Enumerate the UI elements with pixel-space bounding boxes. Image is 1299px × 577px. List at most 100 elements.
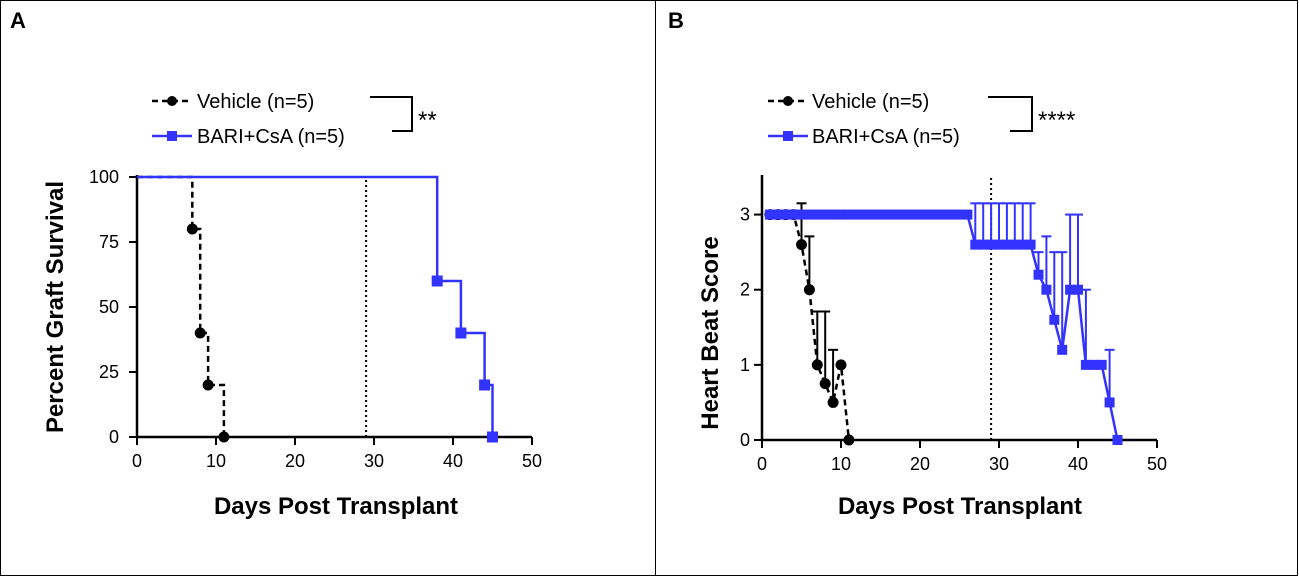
data-point-bari-B [796, 209, 807, 220]
x-tick-label-B: 10 [831, 454, 851, 474]
legend-b-vehicle-label: Vehicle (n=5) [812, 91, 929, 113]
data-point-bari-B [1017, 239, 1028, 250]
plot-b: 0 10 20 30 40 50 0 1 2 3 Days Post Transplant Heart… [697, 175, 1167, 520]
data-point-bari-B [875, 209, 886, 220]
panel-b-frame [655, 0, 1298, 576]
data-point-vehicle-B [811, 359, 823, 371]
data-point-bari-B [1112, 435, 1123, 445]
data-point-bari-B [843, 209, 854, 220]
data-point-vehicle-A [202, 379, 214, 391]
data-point-bari-B [1009, 239, 1020, 250]
legend-a-bari-marker [167, 131, 177, 141]
plot-a: 0 10 20 30 40 50 0 25 50 75 100 Days Post Transplan… [42, 167, 542, 520]
data-point-bari-B [962, 209, 973, 220]
panel-a-frame [0, 0, 656, 576]
data-point-bari-A [479, 379, 491, 391]
data-point-bari-B [883, 209, 894, 220]
data-point-bari-B [1088, 359, 1099, 370]
data-point-bari-B [915, 209, 925, 220]
x-tick-label-B: 20 [910, 454, 930, 474]
data-point-bari-B [1001, 239, 1012, 250]
data-point-bari-B [820, 209, 831, 220]
x-tick-label-B: 30 [989, 454, 1009, 474]
data-point-bari-B [851, 209, 862, 220]
significance-bracket-a [370, 96, 413, 132]
data-point-bari-B [1096, 359, 1107, 370]
data-point-bari-B [938, 209, 949, 220]
legend-b: Vehicle (n=5) BARI+CsA (n=5) **** [768, 91, 1075, 148]
data-point-bari-B [1057, 344, 1068, 355]
legend-b-bari-label: BARI+CsA (n=5) [812, 126, 960, 148]
data-point-bari-B [804, 209, 815, 220]
x-tick-label-A: 0 [132, 451, 142, 471]
x-tick-label-B: 40 [1068, 454, 1088, 474]
data-point-bari-B [812, 209, 823, 220]
data-point-bari-B [1073, 284, 1083, 295]
y-axis-title-A: Percent Graft Survival [42, 181, 69, 433]
data-point-bari-B [891, 209, 902, 220]
data-point-bari-B [764, 209, 775, 220]
data-point-bari-A [431, 275, 443, 287]
x-tick-label-A: 40 [443, 451, 463, 471]
data-point-vehicle-B [843, 434, 855, 446]
data-point-bari-A [487, 431, 498, 443]
data-point-vehicle-A [218, 431, 230, 443]
x-tick-label-B: 0 [757, 454, 767, 474]
y-tick-label-A: 0 [109, 427, 119, 447]
survival-line-bari-A [137, 175, 494, 437]
data-point-bari-B [772, 209, 783, 220]
data-point-bari-B [954, 209, 965, 220]
data-point-bari-B [922, 209, 933, 220]
y-tick-label-B: 1 [740, 355, 750, 375]
data-point-vehicle-B [827, 396, 839, 408]
data-point-vehicle-A [194, 327, 206, 339]
data-point-bari-B [836, 209, 846, 220]
panel-b-letter: B [668, 8, 684, 33]
y-tick-label-A: 25 [99, 362, 119, 382]
data-point-bari-B [930, 209, 941, 220]
legend-a-bari-label: BARI+CsA (n=5) [197, 126, 345, 148]
x-tick-label-A: 20 [285, 451, 305, 471]
data-point-bari-B [788, 209, 799, 220]
y-tick-label-A: 75 [99, 232, 119, 252]
x-axis-title-A: Days Post Transplant [214, 493, 458, 520]
data-point-vehicle-B [803, 284, 815, 296]
survival-line-vehicle-A [137, 175, 226, 437]
legend-b-vehicle-marker [783, 96, 793, 106]
data-point-bari-B [1049, 314, 1060, 325]
data-point-bari-B [1025, 239, 1036, 250]
data-point-bari-B [994, 239, 1004, 250]
data-point-bari-B [970, 239, 981, 250]
data-point-bari-B [1080, 359, 1091, 370]
data-point-vehicle-A [186, 223, 198, 235]
data-point-vehicle-B [835, 359, 847, 371]
y-tick-label-A: 50 [99, 297, 119, 317]
y-tick-label-B: 3 [740, 205, 750, 225]
x-axis-title-B: Days Post Transplant [838, 493, 1082, 520]
legend-b-bari-marker [783, 131, 793, 141]
series-line-bari-B [769, 213, 1119, 441]
significance-a: ** [418, 107, 437, 134]
legend-a-vehicle-label: Vehicle (n=5) [197, 91, 314, 113]
y-tick-label-A: 100 [89, 167, 119, 187]
y-tick-label-B: 2 [740, 280, 750, 300]
x-tick-label-A: 10 [206, 451, 226, 471]
data-point-bari-B [1033, 269, 1044, 280]
panel-a-letter: A [10, 8, 26, 33]
data-point-bari-B [1104, 397, 1115, 408]
data-point-bari-B [859, 209, 870, 220]
data-point-bari-B [780, 209, 791, 220]
data-point-bari-B [946, 209, 957, 220]
significance-bracket-b [988, 96, 1033, 132]
y-axis-title-B: Heart Beat Score [697, 236, 724, 429]
data-point-bari-B [1041, 284, 1052, 295]
data-point-vehicle-B [796, 239, 807, 251]
data-point-vehicle-B [819, 378, 831, 390]
y-tick-label-B: 0 [740, 430, 750, 450]
legend-a: Vehicle (n=5) BARI+CsA (n=5) ** [152, 91, 437, 148]
data-point-bari-B [899, 209, 910, 220]
legend-a-vehicle-marker [167, 96, 177, 106]
data-point-bari-B [907, 209, 918, 220]
x-tick-label-A: 30 [364, 451, 384, 471]
